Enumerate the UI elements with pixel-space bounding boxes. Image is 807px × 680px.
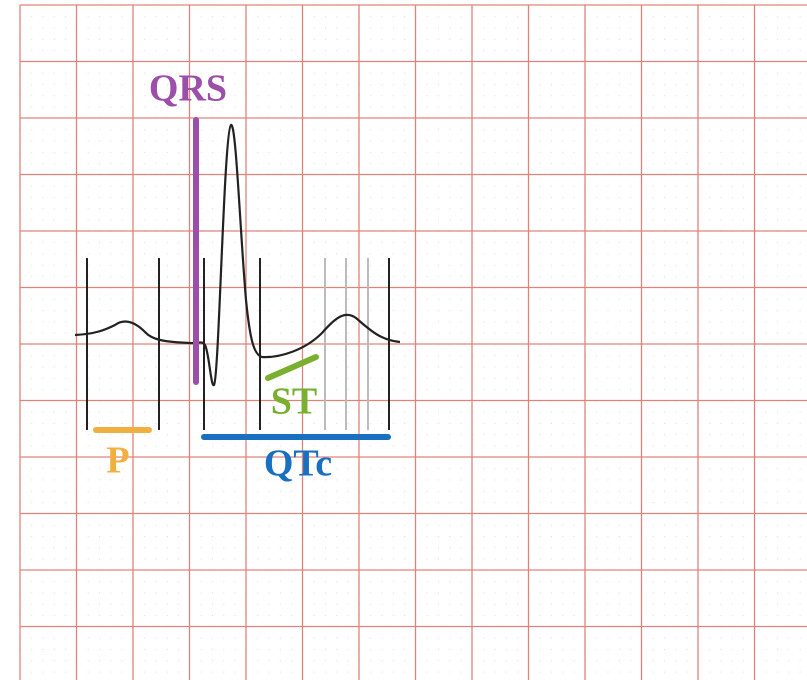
interval-lines [86,258,390,430]
p-label: P [106,440,129,482]
qtc-label: QTc [264,443,332,485]
st-label: ST [271,381,317,423]
ecg-trace [74,123,401,387]
st-marker [265,354,319,381]
qrs-label: QRS [149,68,227,110]
minor-grid [20,5,807,680]
major-grid [19,4,807,680]
